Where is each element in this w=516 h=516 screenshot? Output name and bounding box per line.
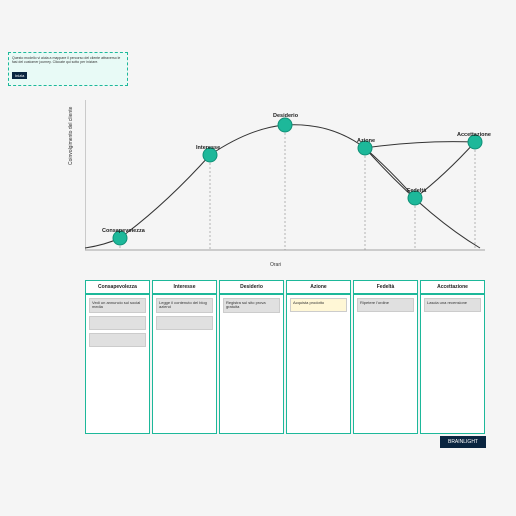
phase-label-azione: Azione [357,138,375,144]
journey-card[interactable]: Legge il contenuto del blog aziend [156,298,213,313]
column-header: Consapevolezza [85,280,150,294]
column-body: Ripetere l'ordine [353,294,418,434]
column-body: Lascia una recensione [420,294,485,434]
column-body: Vedi un annuncio sul social media [85,294,150,434]
journey-card[interactable] [89,333,146,347]
column-header: Accettazione [420,280,485,294]
column-header: Azione [286,280,351,294]
column-body: Registra sul sito prova gratuita [219,294,284,434]
table-column: Desiderio Registra sul sito prova gratuit… [219,280,284,434]
journey-card[interactable] [89,316,146,330]
y-axis-label: Coinvolgimento del cliente [68,107,74,165]
journey-card[interactable]: Registra sul sito prova gratuita [223,298,280,313]
info-box-text: Questo modello vi aiuta a mappare il per… [12,56,124,64]
table-column: Accettazione Lascia una recensione [420,280,485,434]
phase-label-fedelta: Fedeltà [407,188,426,194]
journey-chart [85,100,485,260]
column-header: Desiderio [219,280,284,294]
logo: BRAINLIGHT [440,436,486,448]
column-header: Interesse [152,280,217,294]
phase-label-interesse: Interesse [196,145,220,151]
journey-card[interactable] [156,316,213,330]
info-box: Questo modello vi aiuta a mappare il per… [8,52,128,86]
journey-card[interactable]: Ripetere l'ordine [357,298,414,312]
phase-label-accettazione: Accettazione [457,132,491,138]
phase-label-consapevolezza: Consapevolezza [102,228,145,234]
info-start-button[interactable]: Inizia [12,72,27,79]
x-axis-label: Orari [270,262,281,268]
journey-card[interactable]: Vedi un annuncio sul social media [89,298,146,313]
journey-card[interactable]: Lascia una recensione [424,298,481,312]
column-header: Fedeltà [353,280,418,294]
table-column: Consapevolezza Vedi un annuncio sul socia… [85,280,150,434]
canvas: Questo modello vi aiuta a mappare il per… [0,0,516,516]
phase-table: Consapevolezza Vedi un annuncio sul socia… [85,280,485,434]
table-column: Interesse Legge il contenuto del blog azi… [152,280,217,434]
phase-label-desiderio: Desiderio [273,113,298,119]
journey-card[interactable]: Acquista prodotto [290,298,347,312]
chart-svg [85,100,485,260]
table-column: Fedeltà Ripetere l'ordine [353,280,418,434]
table-column: Azione Acquista prodotto [286,280,351,434]
column-body: Legge il contenuto del blog aziend [152,294,217,434]
column-body: Acquista prodotto [286,294,351,434]
